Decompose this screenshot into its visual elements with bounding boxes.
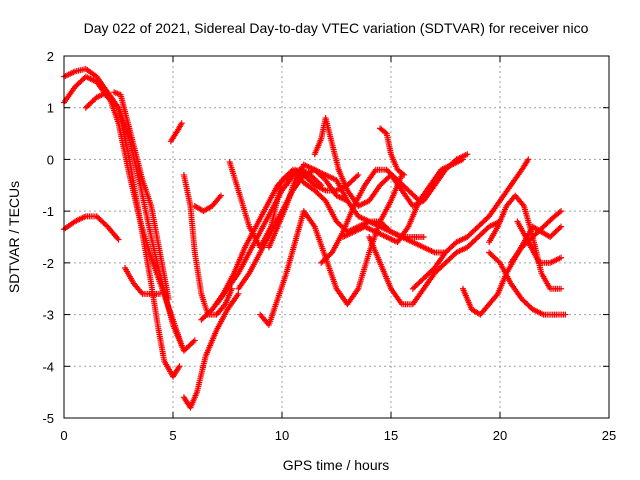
series-arc-8: [180, 171, 235, 318]
series-arc-28: [507, 208, 565, 266]
series-arc-3: [61, 73, 198, 354]
y-tick-label: -4: [42, 359, 54, 374]
marks-layer: [61, 65, 569, 411]
x-tick-label: 0: [60, 428, 67, 443]
series-arc-9: [180, 290, 242, 411]
data-point: [321, 196, 328, 203]
series-arc-7: [167, 120, 185, 145]
series-arc-18: [311, 115, 342, 173]
data-point: [217, 192, 224, 199]
x-axis-label: GPS time / hours: [283, 457, 390, 473]
data-point: [190, 338, 197, 345]
y-tick-label: -1: [42, 204, 54, 219]
data-point: [525, 156, 532, 163]
y-tick-label: -3: [42, 308, 54, 323]
series-arc-21: [340, 156, 466, 246]
data-point: [558, 285, 565, 292]
axis-layer: 0 5 10 15 20 25 -5 -4 -3 -2 -1 0 1 2: [42, 49, 616, 443]
data-point: [176, 363, 183, 370]
y-tick-label: -2: [42, 256, 54, 271]
x-tick-label: 5: [169, 428, 176, 443]
series-arc-6: [122, 265, 163, 297]
data-point: [556, 209, 563, 216]
data-point: [420, 234, 427, 240]
data-point: [464, 151, 471, 158]
series-arc-22: [366, 218, 503, 308]
y-tick-label: 0: [47, 152, 54, 167]
data-point: [495, 258, 502, 265]
data-point: [353, 173, 360, 180]
y-axis-label: SDTVAR / TECUs: [6, 181, 22, 293]
data-point: [115, 236, 122, 243]
data-point: [165, 296, 172, 303]
y-tick-label: 2: [47, 49, 54, 64]
series-arc-1: [61, 213, 122, 243]
y-tick-label: -5: [42, 411, 54, 426]
data-point: [556, 224, 563, 231]
data-point: [235, 290, 242, 297]
series-arc-10: [191, 192, 224, 215]
data-point: [191, 337, 198, 344]
x-tick-label: 10: [275, 428, 289, 443]
data-point: [178, 120, 185, 127]
data-point: [562, 311, 569, 318]
data-point: [327, 250, 334, 257]
data-point: [558, 208, 565, 215]
chart-title: Day 022 of 2021, Sidereal Day-to-day VTE…: [84, 20, 589, 36]
x-tick-label: 20: [493, 428, 507, 443]
data-point: [558, 223, 565, 230]
series-arc-17: [283, 166, 362, 194]
data-point: [399, 170, 406, 177]
data-point: [344, 197, 351, 204]
plot-frame: [63, 55, 610, 419]
series-arc-29: [514, 218, 565, 266]
data-point: [401, 171, 408, 178]
data-point: [355, 171, 362, 178]
data-point: [558, 254, 565, 261]
data-point: [459, 156, 466, 163]
y-tick-label: 1: [47, 101, 54, 116]
x-tick-label: 25: [602, 428, 616, 443]
series-arc-5: [111, 89, 172, 303]
x-tick-label: 15: [384, 428, 398, 443]
data-point: [156, 290, 163, 297]
series-arc-24: [409, 156, 532, 292]
series-arc-27: [486, 249, 569, 318]
series-arc-4: [82, 89, 183, 380]
series-arc-23: [377, 125, 408, 178]
